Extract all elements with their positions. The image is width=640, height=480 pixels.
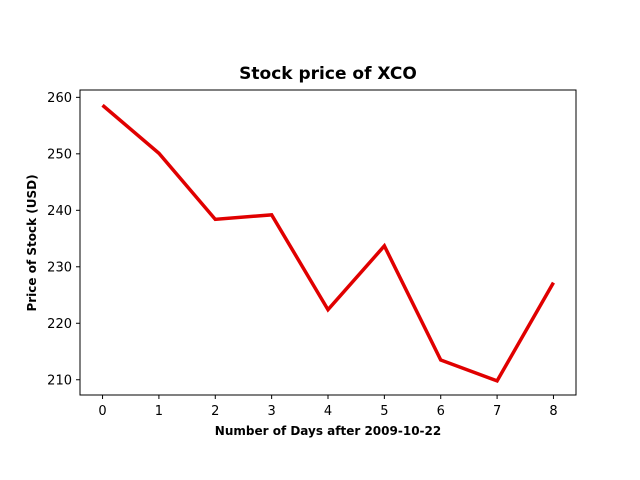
series-layer [101, 103, 555, 384]
x-tick-label: 4 [324, 404, 332, 419]
y-tick-label: 210 [47, 373, 72, 388]
x-axis-label: Number of Days after 2009-10-22 [215, 424, 441, 438]
plot-area-frame [79, 89, 577, 396]
x-axis: 0 1 2 3 4 5 6 7 8 [98, 395, 558, 419]
x-tick-label: 1 [155, 404, 163, 419]
y-axis-label: Price of Stock (USD) [25, 174, 39, 311]
x-tick-label: 6 [437, 404, 445, 419]
x-tick-label: 8 [549, 404, 557, 419]
y-tick-label: 220 [47, 317, 72, 332]
y-tick-label: 240 [47, 204, 72, 219]
x-tick-label: 0 [98, 404, 106, 419]
chart-title: Stock price of XCO [239, 64, 417, 84]
y-axis: 210 220 230 240 250 260 [47, 91, 80, 388]
x-tick-label: 5 [380, 404, 388, 419]
y-tick-label: 230 [47, 260, 72, 275]
y-tick-label: 250 [47, 147, 72, 162]
x-tick-label: 3 [267, 404, 275, 419]
series-line [101, 103, 555, 384]
y-tick-label: 260 [47, 91, 72, 106]
x-tick-label: 2 [211, 404, 219, 419]
x-tick-label: 7 [493, 404, 501, 419]
